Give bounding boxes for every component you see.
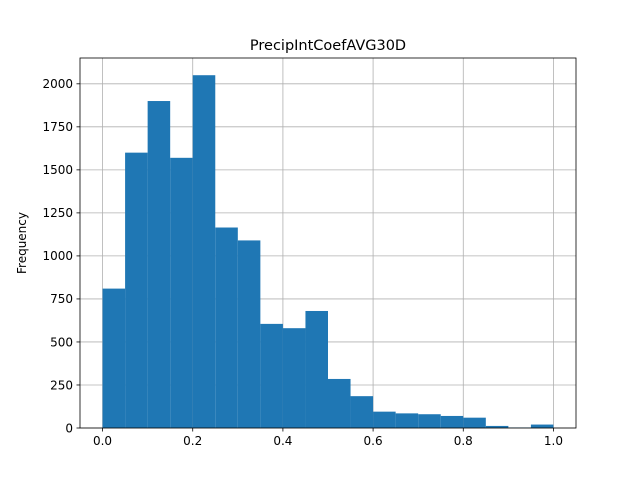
histogram-bar [395, 413, 419, 428]
x-tick-label: 0.2 [183, 434, 202, 448]
x-tick-label: 1.0 [544, 434, 563, 448]
histogram-bar [485, 425, 509, 428]
y-tick-label: 1000 [42, 249, 73, 263]
y-tick-label: 750 [50, 292, 73, 306]
x-tick-label: 0.8 [454, 434, 473, 448]
y-tick-label: 1250 [42, 206, 73, 220]
y-tick-label: 0 [65, 421, 73, 435]
histogram-bar [530, 424, 554, 428]
histogram-bar [125, 152, 148, 428]
y-axis-label: Frequency [15, 212, 29, 274]
histogram-bar [418, 414, 441, 428]
x-axis: 0.0 0.2 0.4 0.6 0.8 1.0 [93, 428, 563, 448]
x-tick-label: 0.4 [273, 434, 292, 448]
y-tick-label: 1500 [42, 163, 73, 177]
y-tick-label: 2000 [42, 77, 73, 91]
histogram-bar [260, 323, 283, 428]
histogram-bar [328, 378, 351, 428]
y-tick-label: 500 [50, 335, 73, 349]
plot-frame [79, 57, 577, 429]
histogram-bar [192, 75, 216, 429]
histogram-bar [237, 240, 261, 428]
histogram-bar [170, 157, 193, 428]
histogram-bar [350, 396, 374, 428]
histogram-bar [215, 227, 238, 428]
histogram-bar [463, 417, 486, 428]
x-tick-label: 0.6 [364, 434, 383, 448]
y-tick-label: 250 [50, 378, 73, 392]
y-axis: 0 250 500 750 1000 1250 1500 1750 2000 [42, 77, 80, 435]
y-tick-label: 1750 [42, 120, 73, 134]
histogram-bar [102, 288, 126, 428]
histogram-bar [147, 101, 171, 428]
x-tick-label: 0.0 [93, 434, 112, 448]
histogram-bar [282, 328, 306, 428]
histogram-bar [440, 415, 464, 428]
histogram-bar [373, 411, 396, 428]
histogram-bar [305, 310, 328, 428]
bars-group [102, 75, 554, 429]
chart-title: PrecipIntCoefAVG30D [250, 38, 406, 54]
